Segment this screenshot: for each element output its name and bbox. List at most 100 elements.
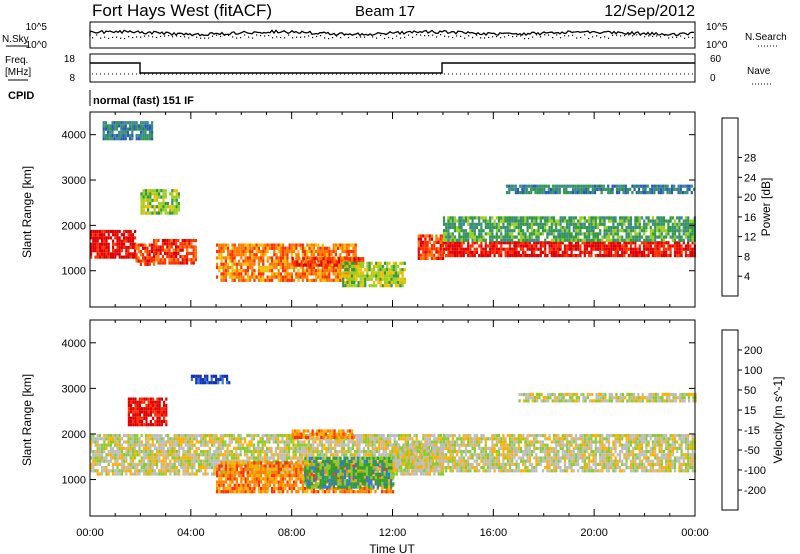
power-cell [343, 246, 346, 250]
noise-search-point [248, 36, 250, 38]
power-cell [611, 187, 614, 191]
power-cell [669, 250, 672, 254]
noise-search-point [652, 35, 654, 37]
velocity-cell [299, 450, 302, 454]
power-cell [319, 275, 322, 279]
power-cell [135, 246, 138, 250]
velocity-cell [259, 437, 262, 441]
power-cell [279, 272, 282, 276]
power-cell [594, 216, 597, 220]
power-x-ticks [89, 112, 696, 307]
power-cell [273, 259, 276, 263]
power-cell [282, 249, 285, 254]
power-cell [590, 232, 593, 236]
power-cell [662, 254, 666, 258]
power-cell [471, 235, 474, 239]
velocity-cell [191, 453, 194, 457]
power-cell [526, 244, 529, 248]
power-cell [546, 216, 549, 220]
power-cell [342, 274, 345, 278]
power-cell [122, 130, 125, 134]
velocity-cell [138, 437, 141, 441]
velocity-cell [142, 466, 145, 470]
power-cell [552, 184, 555, 188]
power-cell [329, 257, 332, 261]
power-cell [111, 133, 114, 138]
power-cell [568, 238, 571, 242]
power-cell [500, 250, 503, 254]
power-cell [482, 238, 485, 242]
power-cell [355, 257, 358, 261]
noise-search-point [512, 36, 514, 38]
velocity-cell [118, 437, 121, 441]
power-cell [570, 254, 573, 258]
power-cell [90, 245, 93, 250]
power-cell [251, 265, 254, 270]
power-cell [279, 259, 282, 263]
power-cell [493, 219, 496, 223]
power-cell [581, 250, 584, 254]
noise-search-point [528, 37, 530, 40]
power-cell [491, 238, 494, 242]
power-cell [284, 262, 287, 266]
noise-search-point [292, 37, 294, 39]
power-cell [484, 232, 487, 236]
velocity-cell [202, 466, 205, 470]
velocity-cell [285, 440, 288, 444]
velocity-cell [173, 466, 176, 470]
velocity-cell [318, 443, 321, 447]
velocity-cell [140, 434, 143, 438]
velocity-cell [226, 453, 229, 457]
velocity-cell [147, 462, 150, 466]
power-cell [537, 241, 540, 245]
power-cell [574, 184, 577, 188]
velocity-cell [123, 446, 126, 450]
velocity-cell [266, 434, 269, 438]
power-cell [442, 216, 446, 220]
power-cell [497, 216, 501, 220]
power-cell [160, 201, 163, 206]
power-cell [473, 254, 476, 258]
noise-search-point [556, 34, 558, 36]
power-cell [364, 274, 367, 278]
power-cell [153, 258, 156, 262]
power-cell [92, 245, 95, 250]
velocity-cell [158, 469, 161, 473]
power-cell [142, 243, 145, 247]
power-cell [282, 259, 285, 263]
power-cell [449, 225, 452, 230]
power-cell [346, 280, 349, 285]
velocity-cell [336, 440, 339, 444]
velocity-cell [92, 450, 95, 454]
power-cell [118, 133, 121, 138]
power-cell [107, 130, 110, 134]
power-cell [107, 124, 110, 128]
power-cell [181, 255, 184, 259]
power-cell [134, 255, 137, 259]
noise-search-point [640, 34, 642, 36]
power-cell [627, 254, 630, 258]
power-cell [353, 261, 356, 265]
noise-search-point [460, 35, 462, 37]
velocity-cell [307, 443, 310, 447]
power-cell [497, 219, 501, 223]
power-cell [249, 262, 252, 266]
power-cell [583, 238, 586, 242]
velocity-cell [213, 466, 216, 470]
power-cell [580, 191, 583, 195]
power-cell [277, 249, 280, 254]
power-cell [311, 260, 314, 264]
power-cell [622, 187, 625, 191]
power-cell [528, 254, 531, 258]
velocity-cell [285, 437, 288, 441]
power-cell [101, 236, 104, 240]
power-cell [636, 225, 639, 230]
power-cell [634, 241, 637, 245]
power-cell [366, 277, 369, 281]
velocity-cell [167, 466, 170, 470]
power-cell [151, 133, 154, 138]
power-cell [572, 254, 575, 258]
velocity-cell [127, 440, 130, 444]
station-title: Fort Hays West (fitACF) [92, 1, 272, 20]
power-cell [669, 254, 672, 258]
